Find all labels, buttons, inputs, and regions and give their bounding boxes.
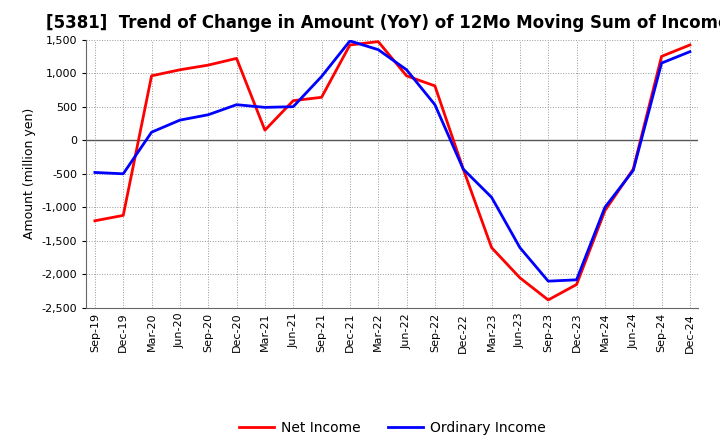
Ordinary Income [91, 170, 99, 175]
Ordinary Income [572, 277, 581, 282]
Net Income [487, 245, 496, 250]
Net Income [629, 166, 637, 172]
Net Income [459, 166, 467, 172]
Net Income [657, 54, 666, 59]
Y-axis label: Amount (million yen): Amount (million yen) [23, 108, 36, 239]
Ordinary Income [374, 47, 382, 52]
Legend: Net Income, Ordinary Income: Net Income, Ordinary Income [233, 415, 552, 440]
Ordinary Income [289, 104, 297, 109]
Ordinary Income [148, 129, 156, 135]
Ordinary Income [431, 102, 439, 107]
Line: Ordinary Income: Ordinary Income [95, 41, 690, 281]
Net Income [346, 42, 354, 48]
Net Income [431, 83, 439, 88]
Ordinary Income [176, 117, 184, 123]
Ordinary Income [657, 60, 666, 66]
Net Income [91, 218, 99, 224]
Net Income [261, 128, 269, 133]
Net Income [204, 62, 212, 68]
Net Income [233, 56, 241, 61]
Ordinary Income [233, 102, 241, 107]
Net Income [572, 282, 581, 287]
Line: Net Income: Net Income [95, 42, 690, 300]
Ordinary Income [459, 166, 467, 172]
Ordinary Income [402, 67, 411, 73]
Ordinary Income [629, 168, 637, 173]
Ordinary Income [261, 105, 269, 110]
Title: [5381]  Trend of Change in Amount (YoY) of 12Mo Moving Sum of Incomes: [5381] Trend of Change in Amount (YoY) o… [46, 15, 720, 33]
Ordinary Income [119, 171, 127, 176]
Net Income [148, 73, 156, 78]
Net Income [516, 275, 524, 280]
Ordinary Income [544, 279, 552, 284]
Ordinary Income [600, 205, 609, 210]
Net Income [544, 297, 552, 303]
Ordinary Income [318, 74, 326, 79]
Net Income [289, 98, 297, 103]
Net Income [685, 42, 694, 48]
Net Income [318, 95, 326, 100]
Net Income [176, 67, 184, 73]
Net Income [119, 213, 127, 218]
Net Income [374, 39, 382, 44]
Ordinary Income [204, 112, 212, 117]
Ordinary Income [346, 38, 354, 44]
Ordinary Income [516, 245, 524, 250]
Ordinary Income [685, 49, 694, 54]
Net Income [402, 73, 411, 78]
Net Income [600, 208, 609, 213]
Ordinary Income [487, 194, 496, 200]
